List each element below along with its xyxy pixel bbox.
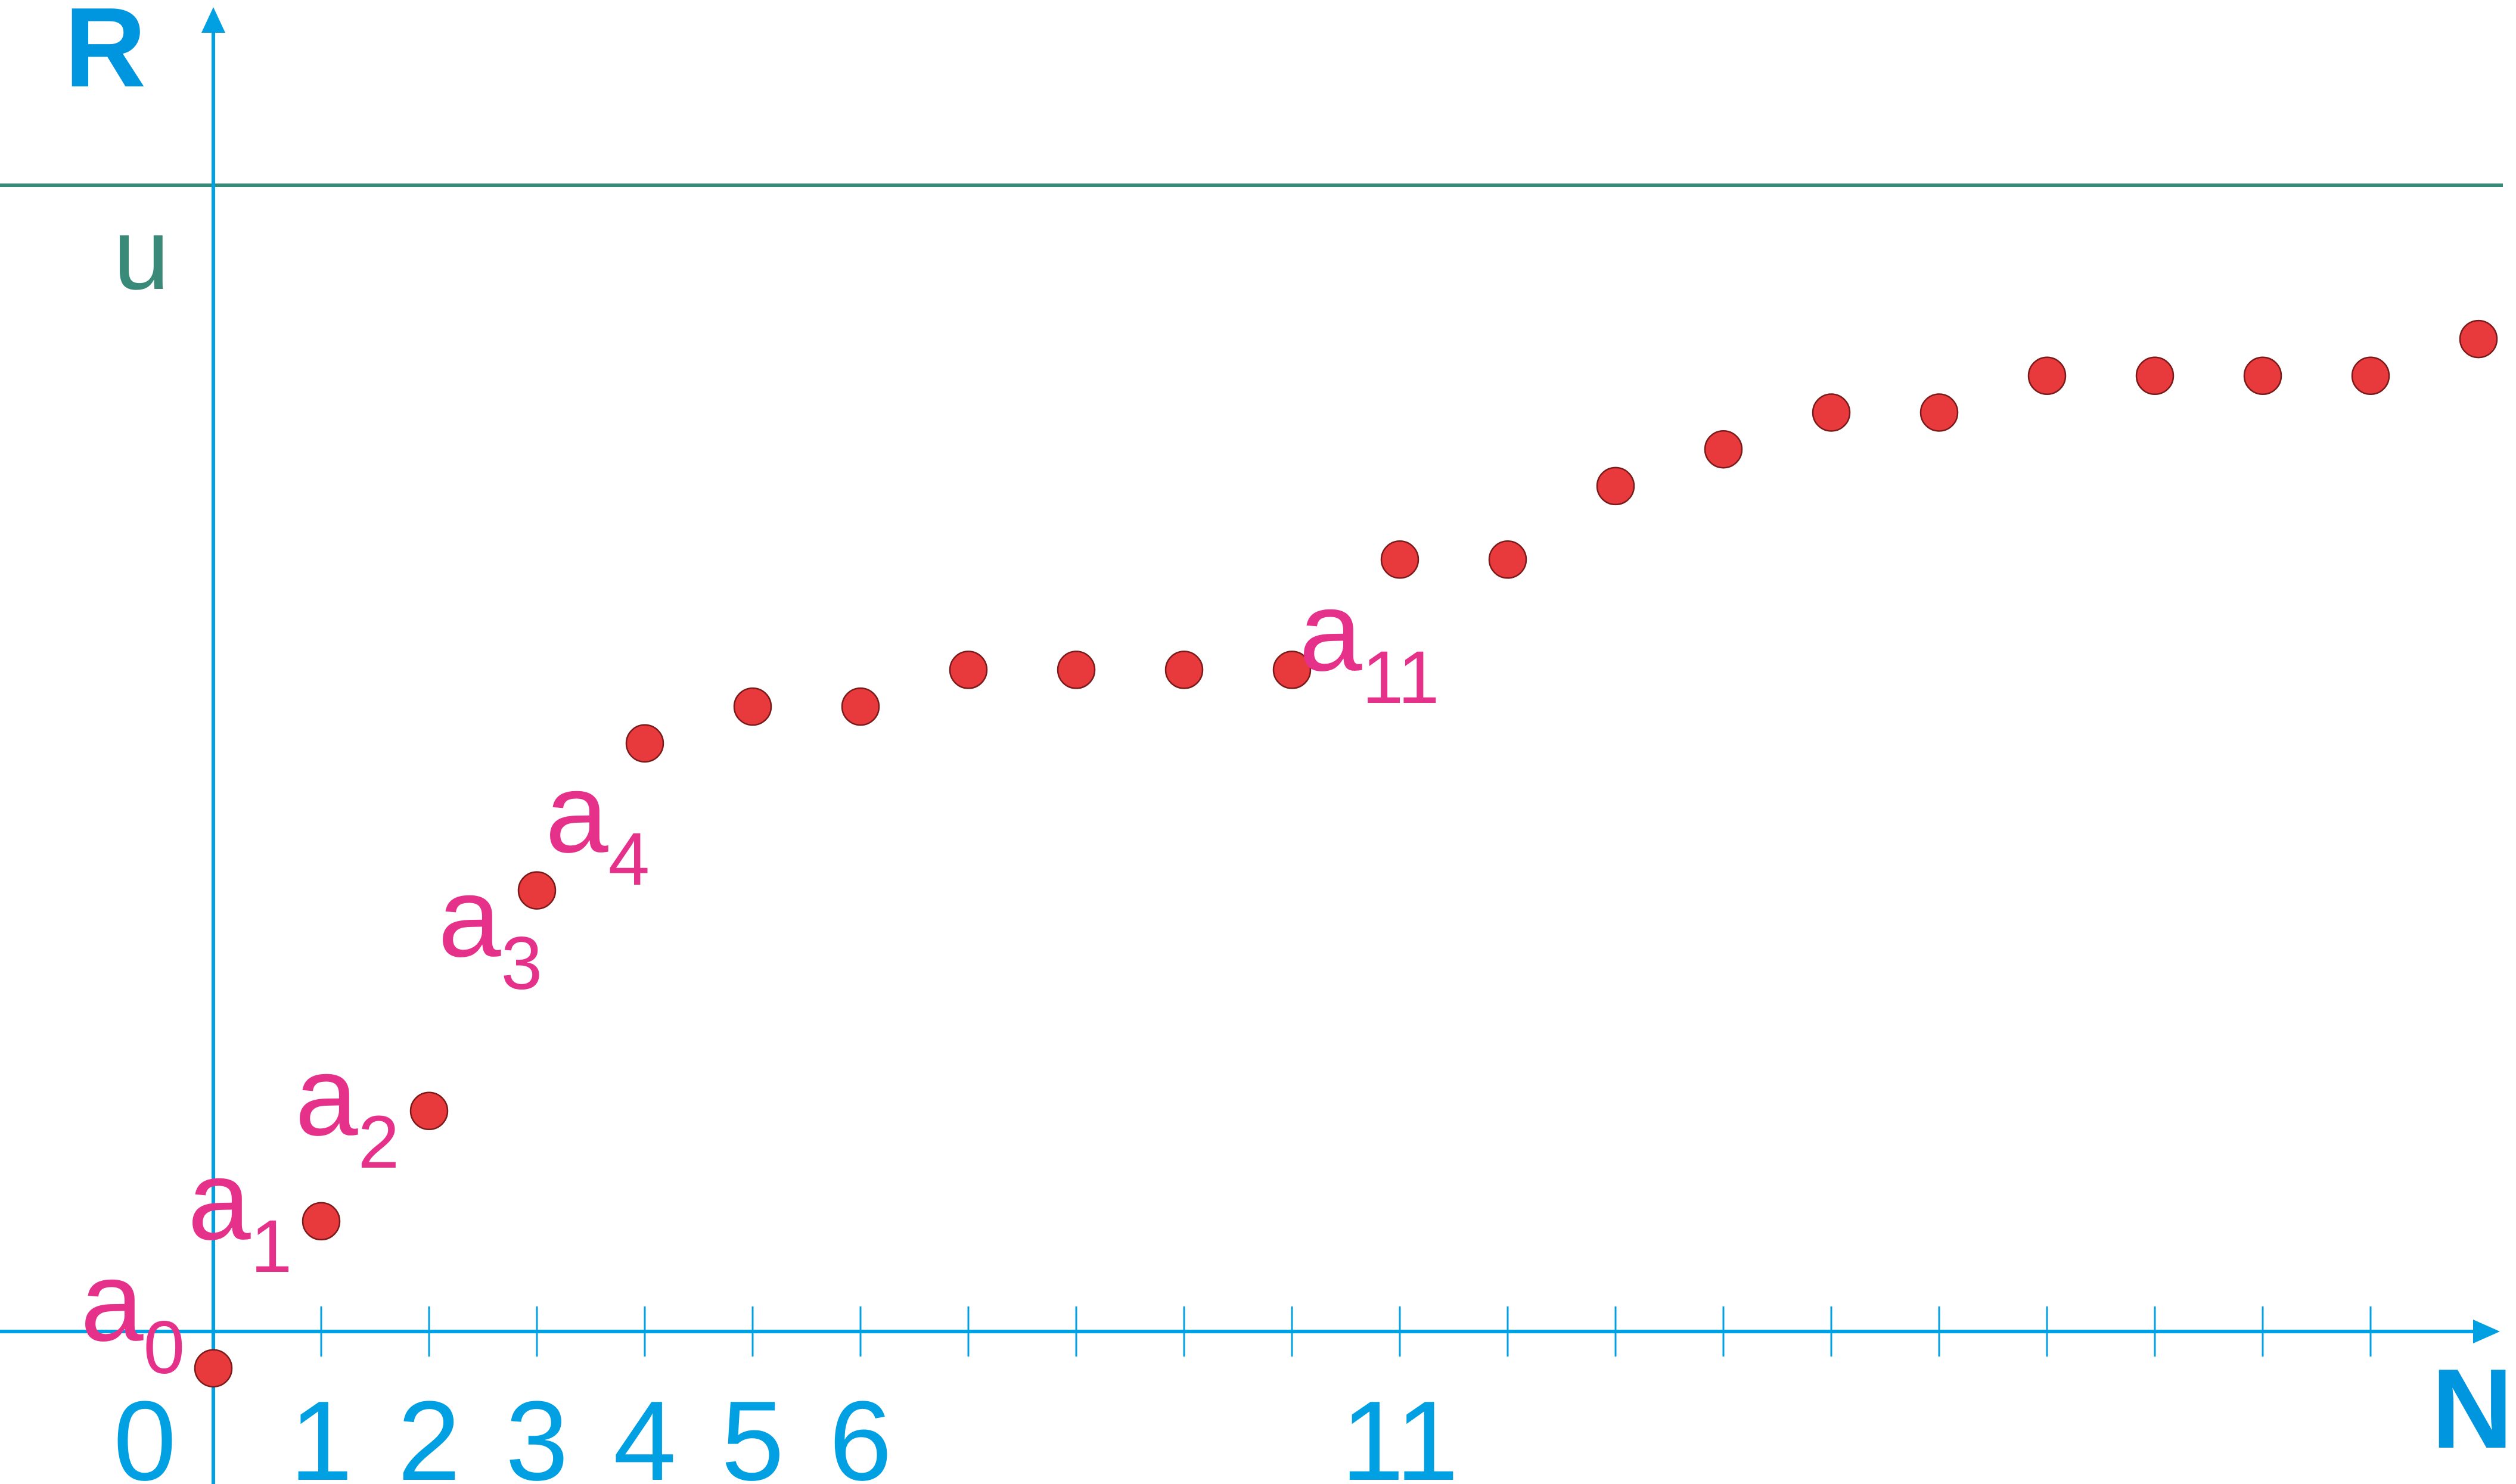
x-tick-label: 3 bbox=[505, 1378, 569, 1484]
x-tick-label: 5 bbox=[721, 1378, 784, 1484]
data-point bbox=[1057, 651, 1096, 689]
data-point bbox=[1164, 651, 1204, 689]
term-label-a2: a2 bbox=[295, 1033, 399, 1184]
x-tick-label: 11 bbox=[1341, 1378, 1458, 1484]
data-point bbox=[2351, 356, 2390, 396]
x-axis-tick-labels: 0 1 2 3 4 5 6 11 bbox=[113, 1378, 1458, 1484]
data-point bbox=[1596, 466, 1635, 506]
x-axis-arrow bbox=[2473, 1320, 2500, 1343]
data-point bbox=[2135, 356, 2175, 396]
data-point bbox=[2027, 356, 2067, 396]
data-point bbox=[1919, 393, 1959, 432]
x-axis-ticks bbox=[320, 1306, 2372, 1357]
data-point bbox=[1272, 651, 1312, 689]
data-point bbox=[625, 724, 664, 763]
data-point bbox=[1812, 393, 1851, 432]
y-axis-arrow bbox=[201, 7, 225, 33]
data-point bbox=[841, 687, 880, 726]
term-label-a1: a1 bbox=[188, 1137, 292, 1288]
x-tick-label: 6 bbox=[829, 1378, 892, 1484]
term-label-a4: a4 bbox=[545, 750, 650, 901]
term-label-a3: a3 bbox=[438, 854, 542, 1005]
data-point bbox=[302, 1202, 341, 1241]
data-point bbox=[194, 1349, 233, 1387]
data-points bbox=[194, 319, 2498, 1387]
data-point bbox=[1380, 540, 1419, 579]
x-tick-label: 2 bbox=[397, 1378, 461, 1484]
term-label-a11: a11 bbox=[1299, 568, 1439, 719]
term-label-a0: a0 bbox=[80, 1239, 185, 1389]
data-point bbox=[949, 651, 988, 689]
data-point bbox=[517, 871, 557, 910]
data-point bbox=[1704, 430, 1743, 469]
x-axis-title: N bbox=[2431, 1346, 2513, 1472]
data-point bbox=[2459, 319, 2498, 359]
data-point bbox=[733, 687, 772, 726]
x-tick-label: 4 bbox=[613, 1378, 676, 1484]
y-axis-title: R bbox=[64, 0, 146, 111]
data-point bbox=[409, 1091, 449, 1131]
upper-bound-label: u bbox=[113, 198, 170, 311]
x-tick-label: 0 bbox=[113, 1378, 176, 1484]
x-tick-label: 1 bbox=[290, 1378, 353, 1484]
data-point bbox=[2243, 356, 2282, 396]
data-point bbox=[1488, 540, 1527, 579]
